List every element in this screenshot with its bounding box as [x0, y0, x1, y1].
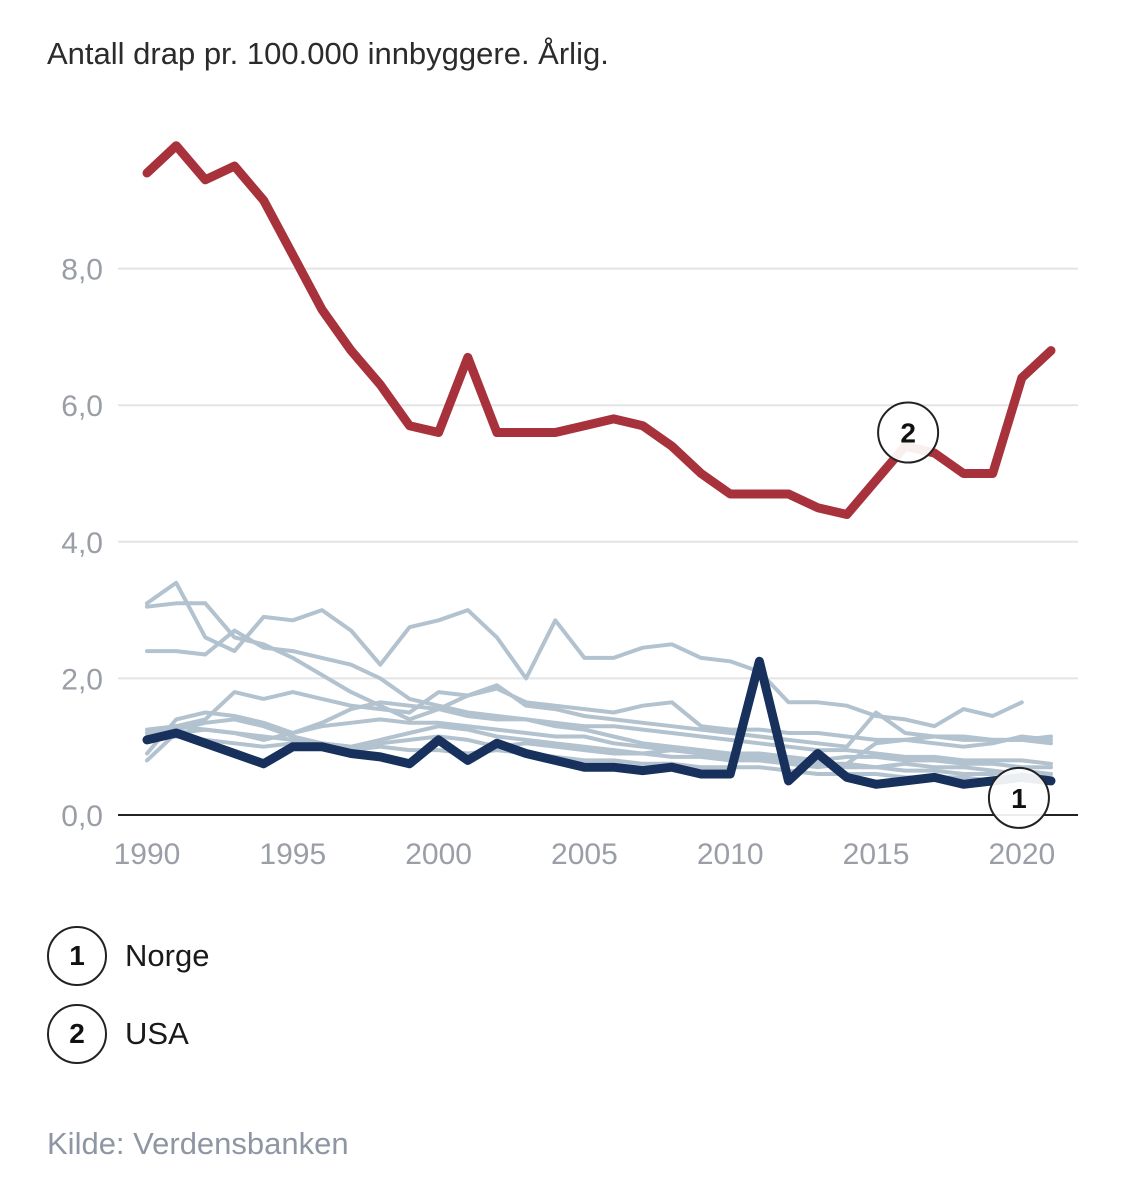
- legend-badge-1: 1: [47, 926, 107, 986]
- other-country-line-1: [145, 580, 1024, 729]
- source-note: Kilde: Verdensbanken: [47, 1126, 349, 1161]
- legend-item-norge: 1 Norge: [47, 926, 447, 990]
- other-country-line-6: [145, 717, 1053, 776]
- y-axis-ticks: 0,0 2,0 4,0 6,0 8,0: [61, 254, 103, 833]
- other-country-line-3: [145, 628, 1053, 766]
- series-marker-label: 2: [900, 418, 916, 449]
- y-tick-label: 8,0: [61, 254, 103, 287]
- x-tick-label: 2020: [988, 838, 1055, 871]
- series-markers: 12: [877, 401, 1050, 829]
- x-axis-ticks: 1990 1995 2000 2005 2010 2015 2020: [114, 838, 1056, 871]
- series-marker-circle: [987, 766, 1050, 829]
- x-tick-label: 1990: [114, 838, 181, 871]
- x-tick-label: 2005: [551, 838, 618, 871]
- x-tick-label: 2000: [405, 838, 472, 871]
- legend-label-usa: USA: [125, 1016, 189, 1051]
- legend-badge-2: 2: [47, 1004, 107, 1064]
- chart-title: Antall drap pr. 100.000 innbyggere. Årli…: [47, 36, 609, 71]
- series-marker-circle: [877, 401, 940, 464]
- other-countries-series: [145, 580, 1053, 783]
- other-country-line-4: [145, 683, 1053, 749]
- y-tick-label: 0,0: [61, 800, 103, 833]
- other-country-line-8: [145, 727, 1053, 770]
- y-tick-label: 6,0: [61, 390, 103, 423]
- series-marker-2: 2: [877, 401, 940, 464]
- line-chart: 0,0 2,0 4,0 6,0 8,0 1990 1995 2000 2005 2010 2015…: [61, 141, 1078, 871]
- norge-line: [142, 656, 1056, 789]
- highlighted-series: [142, 141, 1056, 789]
- x-tick-label: 2015: [843, 838, 910, 871]
- y-tick-label: 2,0: [61, 663, 103, 696]
- y-tick-label: 4,0: [61, 527, 103, 560]
- x-tick-label: 2010: [697, 838, 764, 871]
- series-marker-label: 1: [1011, 783, 1027, 814]
- series-marker-1: 1: [987, 766, 1050, 829]
- legend-label-norge: Norge: [125, 938, 210, 973]
- x-tick-label: 1995: [259, 838, 326, 871]
- other-country-line-7: [145, 717, 1053, 776]
- legend-item-usa: 2 USA: [47, 1004, 447, 1068]
